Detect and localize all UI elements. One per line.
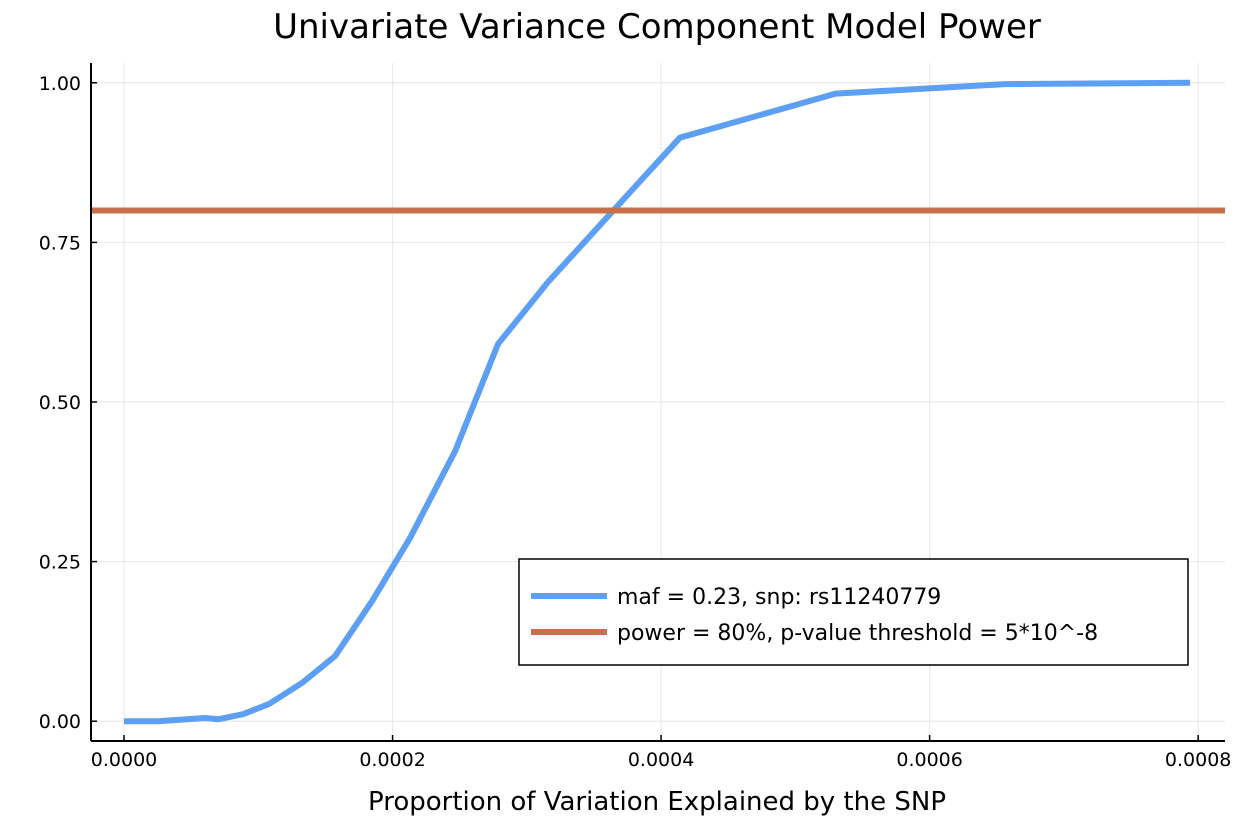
legend-box <box>518 558 1189 666</box>
y-tick-label: 0.00 <box>39 711 81 733</box>
power-curve <box>124 79 1191 725</box>
x-tick-label: 0.0008 <box>1165 749 1231 771</box>
x-tick-label: 0.0006 <box>896 749 962 771</box>
series-lines <box>91 79 1225 725</box>
axis-ticks: 0.0000 0.0002 0.0004 0.0006 0.0008 0.00 0.25 0.… <box>39 73 1232 771</box>
axes <box>90 63 1225 742</box>
x-axis-label: Proportion of Variation Explained by the… <box>368 787 946 817</box>
chart-title: Univariate Variance Component Model Powe… <box>273 7 1041 47</box>
y-tick-label: 0.50 <box>39 392 81 414</box>
legend: maf = 0.23, snp: rs11240779 power = 80%, … <box>518 558 1189 666</box>
x-tick-label: 0.0002 <box>359 749 425 771</box>
y-tick-label: 0.75 <box>39 232 81 254</box>
y-tick-label: 0.25 <box>39 552 81 574</box>
y-tick-label: 1.00 <box>39 73 81 95</box>
x-tick-label: 0.0004 <box>628 749 694 771</box>
legend-entry: maf = 0.23, snp: rs11240779 <box>617 585 941 610</box>
x-tick-label: 0.0000 <box>91 749 157 771</box>
legend-entry: power = 80%, p-value threshold = 5*10^-8 <box>617 621 1098 646</box>
